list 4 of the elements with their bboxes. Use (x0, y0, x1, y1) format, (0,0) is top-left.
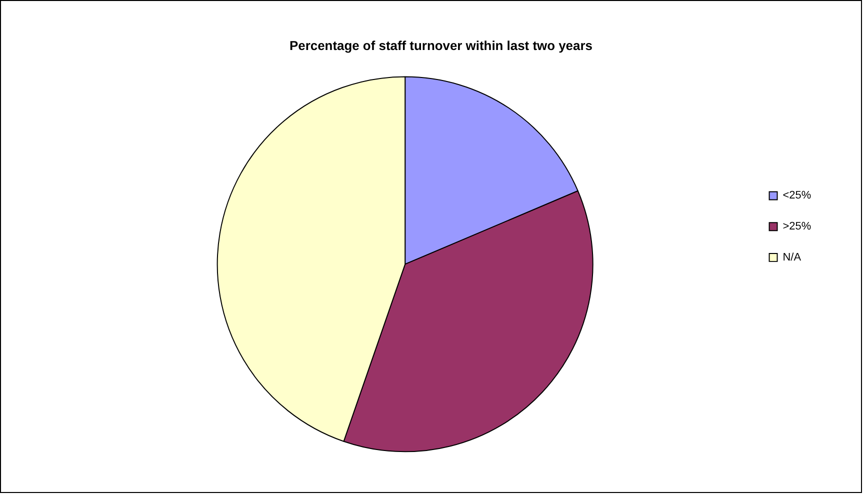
legend-label: <25% (782, 190, 812, 202)
legend-label: >25% (782, 220, 812, 233)
legend-label: N/A (782, 251, 802, 264)
chart-title: Percentage of staff turnover within last two years (290, 38, 592, 54)
